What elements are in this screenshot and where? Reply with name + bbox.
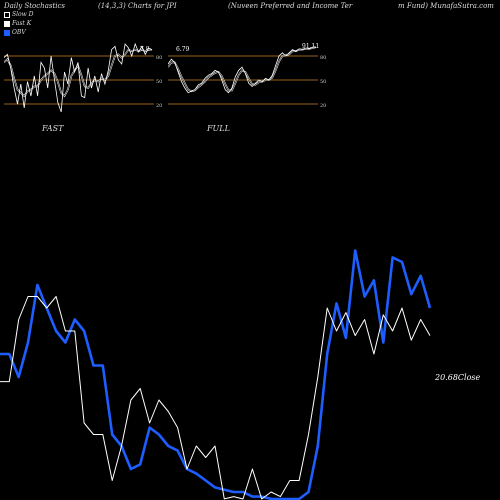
fast-k-swatch bbox=[4, 20, 10, 27]
full-panel: 80 50 20 6.79 91.11 bbox=[167, 40, 331, 120]
legend-slow-d: Slow D bbox=[4, 11, 34, 18]
fast-panel-label: FAST bbox=[42, 124, 64, 133]
legend-obv: OBV bbox=[4, 29, 26, 36]
full-tick-20: 20 bbox=[320, 103, 326, 109]
chart-title: Daily Stochastics bbox=[4, 2, 66, 10]
legend-fast-k: Fast K bbox=[4, 20, 31, 27]
full-last-value: 91.11 bbox=[302, 43, 319, 50]
close-line bbox=[0, 296, 431, 500]
full-tick-50: 50 bbox=[320, 79, 326, 85]
fast-svg: 80 50 20 7.8 bbox=[3, 42, 162, 113]
full-start-value: 6.79 bbox=[176, 46, 190, 53]
slow-d-swatch bbox=[4, 11, 10, 18]
full-panel-label: FULL bbox=[207, 124, 230, 133]
full-tick-80: 80 bbox=[320, 55, 326, 61]
chart-params: (14,3,3) Charts for JPI bbox=[98, 2, 177, 10]
fast-tick-50: 50 bbox=[156, 79, 162, 85]
full-svg: 80 50 20 6.79 91.11 bbox=[167, 43, 326, 109]
fast-last-value: 7.8 bbox=[140, 46, 150, 53]
close-last-label: 20.68Close bbox=[434, 373, 481, 382]
fast-fast-k-line bbox=[3, 42, 153, 113]
obv-swatch bbox=[4, 29, 10, 36]
obv-line bbox=[0, 249, 432, 500]
fast-tick-80: 80 bbox=[156, 55, 162, 61]
fast-panel: 80 50 20 7.8 bbox=[3, 40, 167, 120]
fast-tick-20: 20 bbox=[156, 103, 162, 109]
full-fast-k-line bbox=[167, 46, 316, 94]
fund-name: (Nuveen Preferred and Income Ter bbox=[228, 2, 353, 10]
source-label: m Fund) MunafaSutra.com bbox=[398, 2, 494, 10]
